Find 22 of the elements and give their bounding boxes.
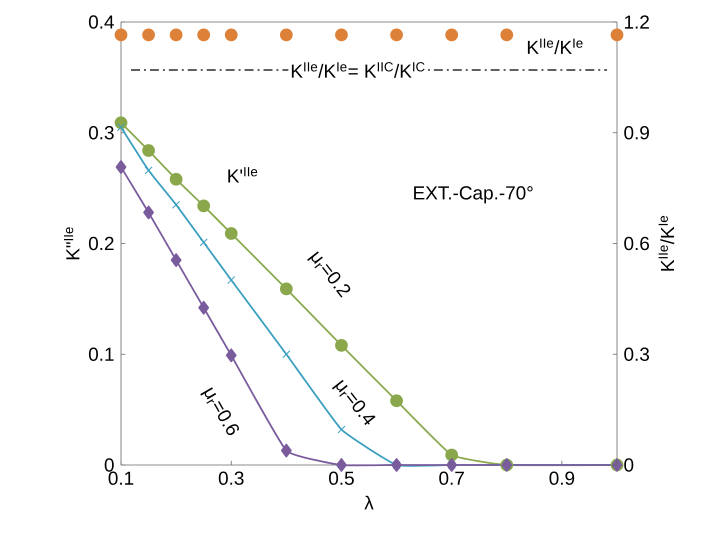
y2-tick-label: 1.2 [624,15,649,29]
y-axis-title: K"$^{IIe}$ [64,227,80,260]
y2-tick-label: 0.9 [624,126,649,140]
y2-tick-label: 0.3 [624,348,649,361]
annotation: EXT.-Cap.-70° [414,186,533,204]
x-tick-label: 0.9 [549,471,574,485]
y-tick-label: 0.1 [88,348,114,361]
x-tick-label: 0.7 [439,471,464,485]
y-tick-label: 0.2 [88,236,114,250]
x-tick-label: 0.1 [108,471,134,485]
x-tick-label: 0.5 [329,471,354,485]
series-label: K$^{IIe}$/K$^{Ie}$ [528,38,583,54]
y2-tick-label: 0.6 [624,236,649,250]
ref-line-label: K$^{IIe}$/K$^{Ie}$= K$^{IIC}$/K$^{IC}$ [292,62,425,78]
y2-axis-title: K$^{IIe}$/K$^{Ie}$ [658,216,674,271]
x-axis-title: λ [364,496,374,510]
y-tick-label: 0.4 [88,15,114,29]
y-tick-label: 0 [104,458,114,472]
y-tick-label: 0.3 [88,126,114,140]
y2-tick-label: 0 [624,458,634,472]
x-tick-label: 0.3 [218,471,244,485]
annotation: K'$^{IIe}$ [228,167,258,182]
